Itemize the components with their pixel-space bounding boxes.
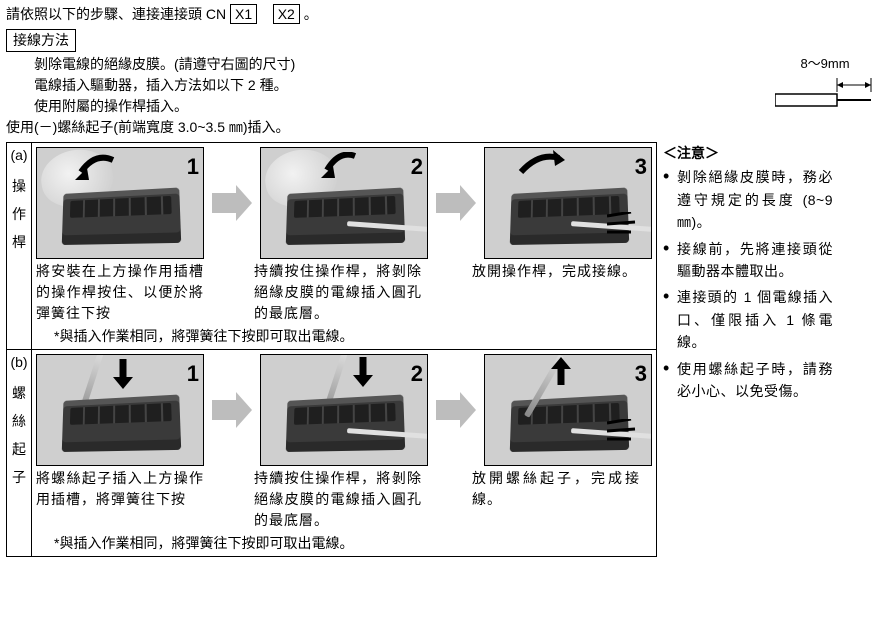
step-number: 3 [635, 150, 647, 183]
notes-title: ＜注意＞ [663, 142, 833, 164]
step-card: 3 [484, 147, 652, 259]
intro-line: 請依照以下的步驟、連接連接頭 CN X1 X2 。 [6, 4, 875, 25]
step-number: 2 [411, 150, 423, 183]
step-caption: 放開螺絲起子，完成接線。 [472, 468, 640, 531]
page-root: 請依照以下的步驟、連接連接頭 CN X1 X2 。 接線方法 剝除電線的絕緣皮膜… [0, 0, 881, 561]
step-caption: 持續按住操作桿，將剝除絕緣皮膜的電線插入圓孔的最底層。 [254, 261, 422, 324]
step-image: 2 [260, 354, 428, 466]
method-b-captions: 將螺絲起子插入上方操作用插槽，將彈簧往下按 持續按住操作桿，將剝除絕緣皮膜的電線… [36, 468, 652, 531]
instruction-line: 使用(－)螺絲起子(前端寬度 3.0~3.5 ㎜)插入。 [6, 117, 875, 138]
notes-item: 使用螺絲起子時，請務必小心、以免受傷。 [663, 358, 833, 403]
notes-item: 連接頭的 1 個電線插入口、僅限插入 1 條電線。 [663, 286, 833, 353]
side-char: 螺 [12, 379, 26, 407]
connector-icon [286, 187, 405, 245]
method-a-captions: 將安裝在上方操作用插槽的操作桿按住、以便於將彈簧往下按 持續按住操作桿，將剝除絕… [36, 261, 652, 324]
step-image: 1 [36, 354, 204, 466]
cn-x1-box: X1 [230, 4, 257, 24]
main-columns: (a) 操 作 桿 [6, 142, 875, 557]
method-b-images: 1 [36, 354, 652, 466]
cn-x2-box: X2 [273, 4, 300, 24]
connector-icon [286, 394, 405, 452]
notes-column: ＜注意＞ 剝除絕緣皮膜時，務必遵守規定的長度 (8~9 ㎜)。 接線前，先將連接… [663, 142, 833, 406]
step-image: 2 [260, 147, 428, 259]
connector-icon [62, 394, 181, 452]
step-image: 1 [36, 147, 204, 259]
instruction-line: 使用附屬的操作桿插入。 [34, 96, 875, 117]
press-arrow-icon [73, 154, 119, 186]
method-a-tag: (a) [10, 145, 27, 166]
instruction-line: 電線插入驅動器，插入方法如以下 2 種。 [34, 75, 875, 96]
step-card: 3 [484, 354, 652, 466]
method-b-row: (b) 螺 絲 起 子 [6, 350, 657, 557]
side-char: 起 [12, 435, 26, 463]
connector-icon [62, 187, 181, 245]
step-caption: 持續按住操作桿，將剝除絕緣皮膜的電線插入圓孔的最底層。 [254, 468, 422, 531]
method-a-sidelabel: (a) 操 作 桿 [6, 142, 32, 350]
step-caption: 將安裝在上方操作用插槽的操作桿按住、以便於將彈簧往下按 [36, 261, 204, 324]
step-caption: 將螺絲起子插入上方操作用插槽，將彈簧往下按 [36, 468, 204, 531]
notes-item: 剝除絕緣皮膜時，務必遵守規定的長度 (8~9 ㎜)。 [663, 166, 833, 233]
method-b-sidelabel: (b) 螺 絲 起 子 [6, 350, 32, 557]
press-arrow-icon [347, 355, 381, 389]
step-card: 2 [260, 147, 428, 259]
step-card: 2 [260, 354, 428, 466]
motion-lines-icon [607, 212, 641, 240]
step-number: 1 [187, 357, 199, 390]
release-arrow-icon [545, 355, 579, 389]
wire-dimension-figure: 8～9mm [775, 54, 875, 110]
intro-suffix: 。 [304, 6, 318, 22]
press-arrow-icon [107, 357, 141, 391]
wire-dimension-icon [775, 76, 873, 110]
motion-lines-icon [607, 419, 641, 447]
instruction-line: 剝除電線的絕緣皮膜。(請遵守右圖的尺寸) [34, 54, 875, 75]
step-number: 2 [411, 357, 423, 390]
flow-arrow-icon [210, 183, 254, 223]
flow-arrow-icon [434, 183, 478, 223]
press-arrow-icon [321, 152, 361, 184]
release-arrow-icon [515, 150, 565, 180]
instruction-block: 剝除電線的絕緣皮膜。(請遵守右圖的尺寸) 電線插入驅動器，插入方法如以下 2 種… [34, 54, 875, 117]
step-number: 3 [635, 357, 647, 390]
notes-item: 接線前，先將連接頭從驅動器本體取出。 [663, 238, 833, 283]
steps-column: (a) 操 作 桿 [6, 142, 657, 557]
step-card: 1 [36, 354, 204, 466]
side-char: 絲 [12, 407, 26, 435]
intro-prefix: 請依照以下的步驟、連接連接頭 CN [6, 6, 230, 22]
method-a-footnote: *與插入作業相同，將彈簧往下按即可取出電線。 [54, 326, 652, 347]
method-b-footnote: *與插入作業相同，將彈簧往下按即可取出電線。 [54, 533, 652, 554]
side-char: 桿 [12, 228, 26, 256]
wire-dimension-label: 8～9mm [775, 54, 875, 74]
step-caption: 放開操作桿，完成接線。 [472, 261, 640, 324]
side-char: 操 [12, 172, 26, 200]
method-a-row: (a) 操 作 桿 [6, 142, 657, 350]
method-b-tag: (b) [10, 352, 27, 373]
side-char: 作 [12, 200, 26, 228]
flow-arrow-icon [210, 390, 254, 430]
step-image: 3 [484, 147, 652, 259]
method-b-body: 1 [32, 350, 657, 557]
method-title: 接線方法 [6, 29, 76, 52]
step-number: 1 [187, 150, 199, 183]
flow-arrow-icon [434, 390, 478, 430]
step-image: 3 [484, 354, 652, 466]
notes-list: 剝除絕緣皮膜時，務必遵守規定的長度 (8~9 ㎜)。 接線前，先將連接頭從驅動器… [663, 166, 833, 402]
method-a-body: 1 [32, 142, 657, 350]
method-a-images: 1 [36, 147, 652, 259]
side-char: 子 [12, 463, 26, 491]
step-card: 1 [36, 147, 204, 259]
